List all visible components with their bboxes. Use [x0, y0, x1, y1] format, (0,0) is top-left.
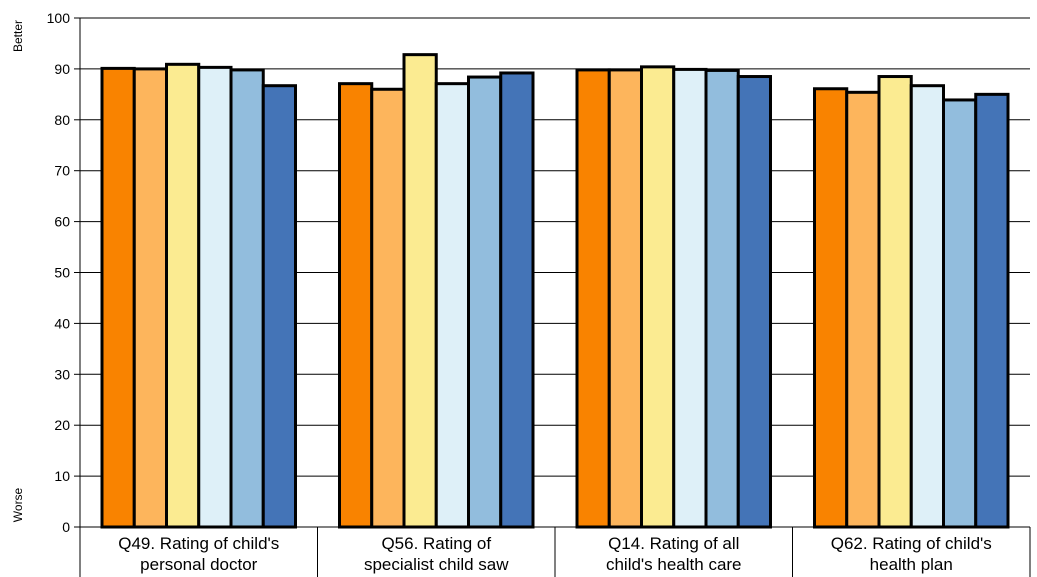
y-tick-label: 70 — [54, 163, 70, 179]
y-tick-label: 10 — [54, 468, 70, 484]
y-tick-label: 80 — [54, 112, 70, 128]
bar-category-2-series-3 — [402, 53, 438, 529]
bar-category-2-series-5 — [467, 75, 503, 529]
bar-category-3-series-5 — [704, 68, 740, 529]
category-label-line: specialist child saw — [364, 555, 509, 574]
category-label-line: Q14. Rating of all — [608, 534, 739, 553]
bar-category-4-series-6 — [974, 92, 1010, 529]
bar-category-3-series-3 — [640, 65, 676, 529]
bar-category-3-series-1 — [575, 68, 611, 529]
bar-category-1-series-1 — [100, 66, 136, 529]
category-label-line: Q56. Rating of — [381, 534, 491, 553]
category-label-line: Q62. Rating of child's — [831, 534, 992, 553]
bar-category-2-series-2 — [370, 87, 406, 529]
y-tick-label: 40 — [54, 315, 70, 331]
bar-category-4-series-2 — [845, 90, 881, 529]
y-tick-label: 20 — [54, 417, 70, 433]
bar-category-1-series-5 — [229, 68, 265, 529]
category-label-line: Q49. Rating of child's — [118, 534, 279, 553]
category-label-line: health plan — [870, 555, 953, 574]
bar-category-4-series-3 — [877, 75, 913, 529]
bar-category-2-series-6 — [499, 71, 535, 529]
y-tick-label: 50 — [54, 265, 70, 281]
category-label-line: personal doctor — [140, 555, 258, 574]
y-tick-label: 0 — [62, 519, 70, 535]
bar-category-1-series-3 — [165, 62, 201, 529]
y-tick-label: 100 — [47, 10, 71, 26]
axes — [79, 18, 1031, 577]
bar-category-3-series-6 — [736, 75, 772, 529]
bar-category-1-series-2 — [132, 67, 168, 529]
category-label-line: child's health care — [606, 555, 742, 574]
category-labels: Q49. Rating of child's personal doctor Q56… — [118, 534, 992, 574]
y-tick-label: 90 — [54, 61, 70, 77]
bar-category-3-series-2 — [607, 68, 643, 529]
bar-category-4-series-5 — [942, 98, 978, 529]
y-tick-label: 30 — [54, 366, 70, 382]
bar-category-4-series-1 — [813, 87, 849, 529]
y-tick-label: 60 — [54, 214, 70, 230]
bar-category-4-series-4 — [909, 84, 945, 529]
y-axis-label-worse: Worse — [11, 487, 25, 522]
bars — [100, 53, 1010, 529]
bar-category-1-series-4 — [197, 65, 233, 529]
y-tick-labels: 0 10 20 30 40 50 60 70 80 90 100 — [47, 10, 80, 535]
bar-category-3-series-4 — [672, 67, 708, 529]
bar-category-2-series-4 — [434, 82, 470, 529]
y-axis-label-better: Better — [11, 20, 25, 52]
bar-category-1-series-6 — [261, 84, 297, 529]
bar-category-2-series-1 — [338, 82, 374, 529]
